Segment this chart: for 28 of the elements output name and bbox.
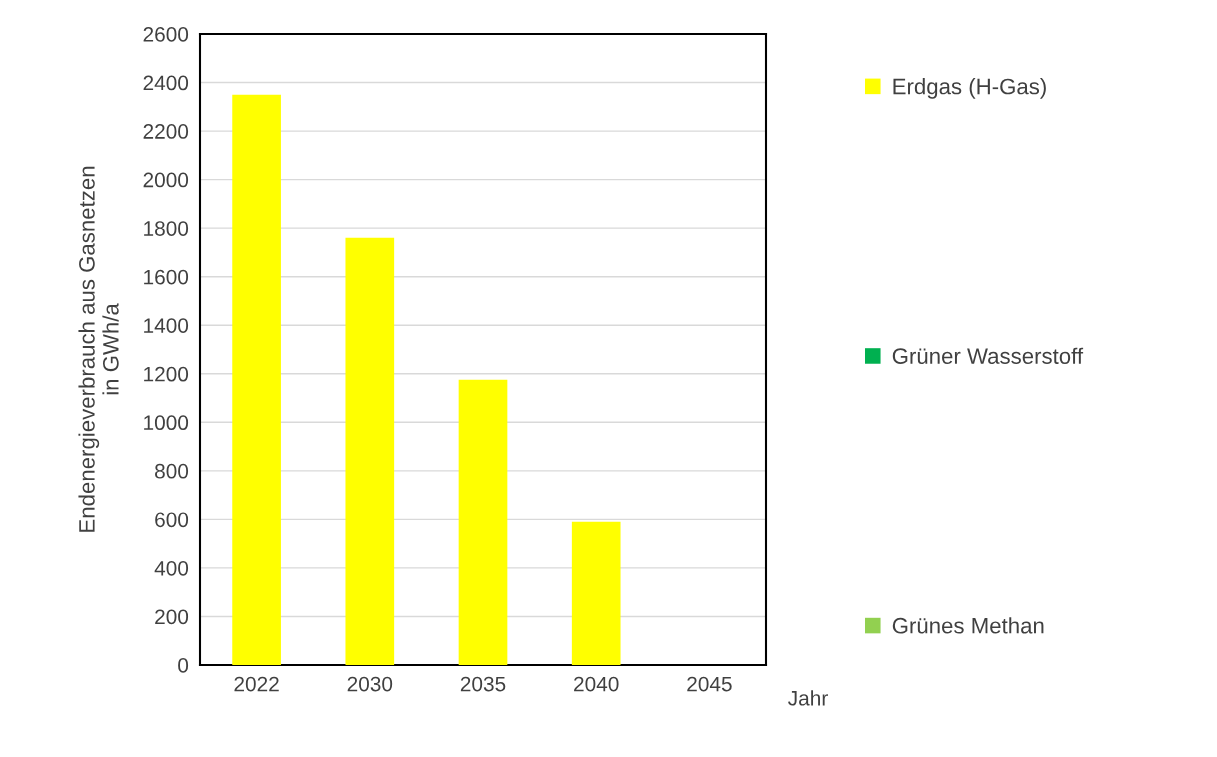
y-tick-label: 600 — [155, 512, 189, 528]
legend-label: Erdgas (H-Gas) — [893, 78, 1046, 99]
bar — [571, 521, 621, 665]
y-tick-label: 1400 — [144, 318, 189, 333]
y-tick-label: 2400 — [143, 75, 189, 91]
x-tick-label: 2045 — [687, 676, 732, 692]
y-tick-label: 2200 — [143, 124, 189, 139]
x-axis-title: Jahr — [788, 690, 828, 706]
legend-label: Grünes Methan — [892, 617, 1044, 634]
y-tick-label: 1200 — [144, 366, 189, 382]
y-tick-label: 0 — [178, 658, 189, 673]
legend-label: Grüner Wasserstoff — [892, 347, 1084, 364]
y-axis-title: Endenergieverbrauch aus Gasnetzen in GWh/a — [78, 166, 119, 532]
bar — [345, 237, 395, 665]
y-tick-label: 2600 — [143, 27, 189, 42]
y-tick-label: 800 — [155, 463, 189, 479]
y-tick-label: 1800 — [144, 221, 189, 236]
y-tick-label: 400 — [154, 560, 189, 576]
bar — [458, 379, 508, 665]
y-tick-label: 1000 — [144, 415, 189, 431]
x-tick-label: 2030 — [347, 676, 393, 692]
bar — [232, 94, 281, 665]
y-tick-label: 2000 — [143, 172, 189, 188]
x-tick-label: 2035 — [460, 676, 506, 692]
x-tick-label: 2040 — [574, 676, 619, 692]
y-tick-label: 1600 — [144, 269, 189, 285]
x-tick-label: 2022 — [234, 676, 279, 692]
y-tick-label: 200 — [155, 609, 189, 625]
